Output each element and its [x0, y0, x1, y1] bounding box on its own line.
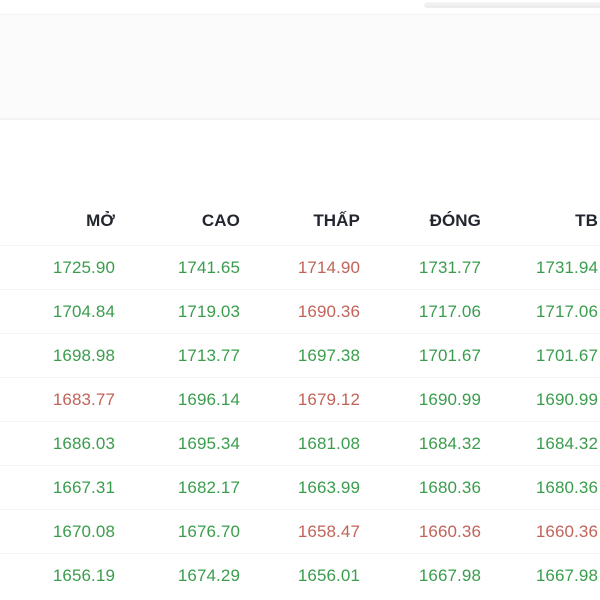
divider: [0, 14, 600, 15]
close-value: 1684.32: [418, 433, 481, 453]
table-row[interactable]: 1725.90 1741.65 1714.90 1731.77 1731.94: [0, 245, 600, 289]
low-value: 1681.08: [297, 433, 360, 453]
open-value: 1683.77: [52, 389, 115, 409]
high-value: 1674.29: [177, 565, 240, 585]
low-value: 1663.99: [297, 477, 360, 497]
table-header-row: MỞ CAO THẤP ĐÓNG TB: [0, 197, 600, 245]
close-value: 1667.98: [418, 565, 481, 585]
close-value: 1717.06: [418, 301, 481, 321]
high-value: 1696.14: [177, 389, 240, 409]
column-header-high: CAO: [201, 211, 240, 230]
close-value: 1690.99: [418, 389, 481, 409]
low-value: 1658.47: [297, 521, 360, 541]
high-value: 1676.70: [177, 521, 240, 541]
open-value: 1667.31: [52, 477, 115, 497]
table-row[interactable]: 1683.77 1696.14 1679.12 1690.99 1690.99: [0, 377, 600, 421]
avg-value: 1667.98: [535, 565, 598, 585]
close-value: 1680.36: [418, 477, 481, 497]
high-value: 1682.17: [177, 477, 240, 497]
high-value: 1713.77: [177, 345, 240, 365]
low-value: 1656.01: [297, 565, 360, 585]
open-value: 1704.84: [52, 301, 115, 321]
low-value: 1690.36: [297, 301, 360, 321]
close-value: 1731.77: [418, 257, 481, 277]
open-value: 1698.98: [52, 345, 115, 365]
low-value: 1697.38: [297, 345, 360, 365]
avg-value: 1680.36: [535, 477, 598, 497]
open-value: 1656.19: [52, 565, 115, 585]
column-header-average: TB: [575, 211, 598, 230]
avg-value: 1690.99: [535, 389, 598, 409]
avg-value: 1701.67: [535, 345, 598, 365]
table-row[interactable]: 1704.84 1719.03 1690.36 1717.06 1717.06: [0, 289, 600, 333]
high-value: 1741.65: [177, 257, 240, 277]
high-value: 1719.03: [177, 301, 240, 321]
avg-value: 1717.06: [535, 301, 598, 321]
price-table: MỞ CAO THẤP ĐÓNG TB 1725.90 1741.65 1714…: [0, 197, 600, 597]
open-value: 1686.03: [52, 433, 115, 453]
open-value: 1670.08: [52, 521, 115, 541]
table-row[interactable]: 1670.08 1676.70 1658.47 1660.36 1660.36: [0, 509, 600, 553]
close-value: 1660.36: [418, 521, 481, 541]
column-header-close: ĐÓNG: [429, 211, 481, 230]
column-header-low: THẤP: [313, 211, 360, 230]
header-band: [0, 15, 600, 118]
divider: [0, 118, 600, 120]
low-value: 1714.90: [297, 257, 360, 277]
column-header-open: MỞ: [86, 211, 115, 230]
horizontal-scrollbar-thumb[interactable]: [424, 2, 600, 8]
low-value: 1679.12: [297, 389, 360, 409]
table-row[interactable]: 1667.31 1682.17 1663.99 1680.36 1680.36: [0, 465, 600, 509]
avg-value: 1660.36: [535, 521, 598, 541]
table-row[interactable]: 1698.98 1713.77 1697.38 1701.67 1701.67: [0, 333, 600, 377]
close-value: 1701.67: [418, 345, 481, 365]
table-row[interactable]: 1686.03 1695.34 1681.08 1684.32 1684.32: [0, 421, 600, 465]
avg-value: 1684.32: [535, 433, 598, 453]
open-value: 1725.90: [52, 257, 115, 277]
table-row[interactable]: 1656.19 1674.29 1656.01 1667.98 1667.98: [0, 553, 600, 597]
high-value: 1695.34: [177, 433, 240, 453]
avg-value: 1731.94: [535, 257, 598, 277]
